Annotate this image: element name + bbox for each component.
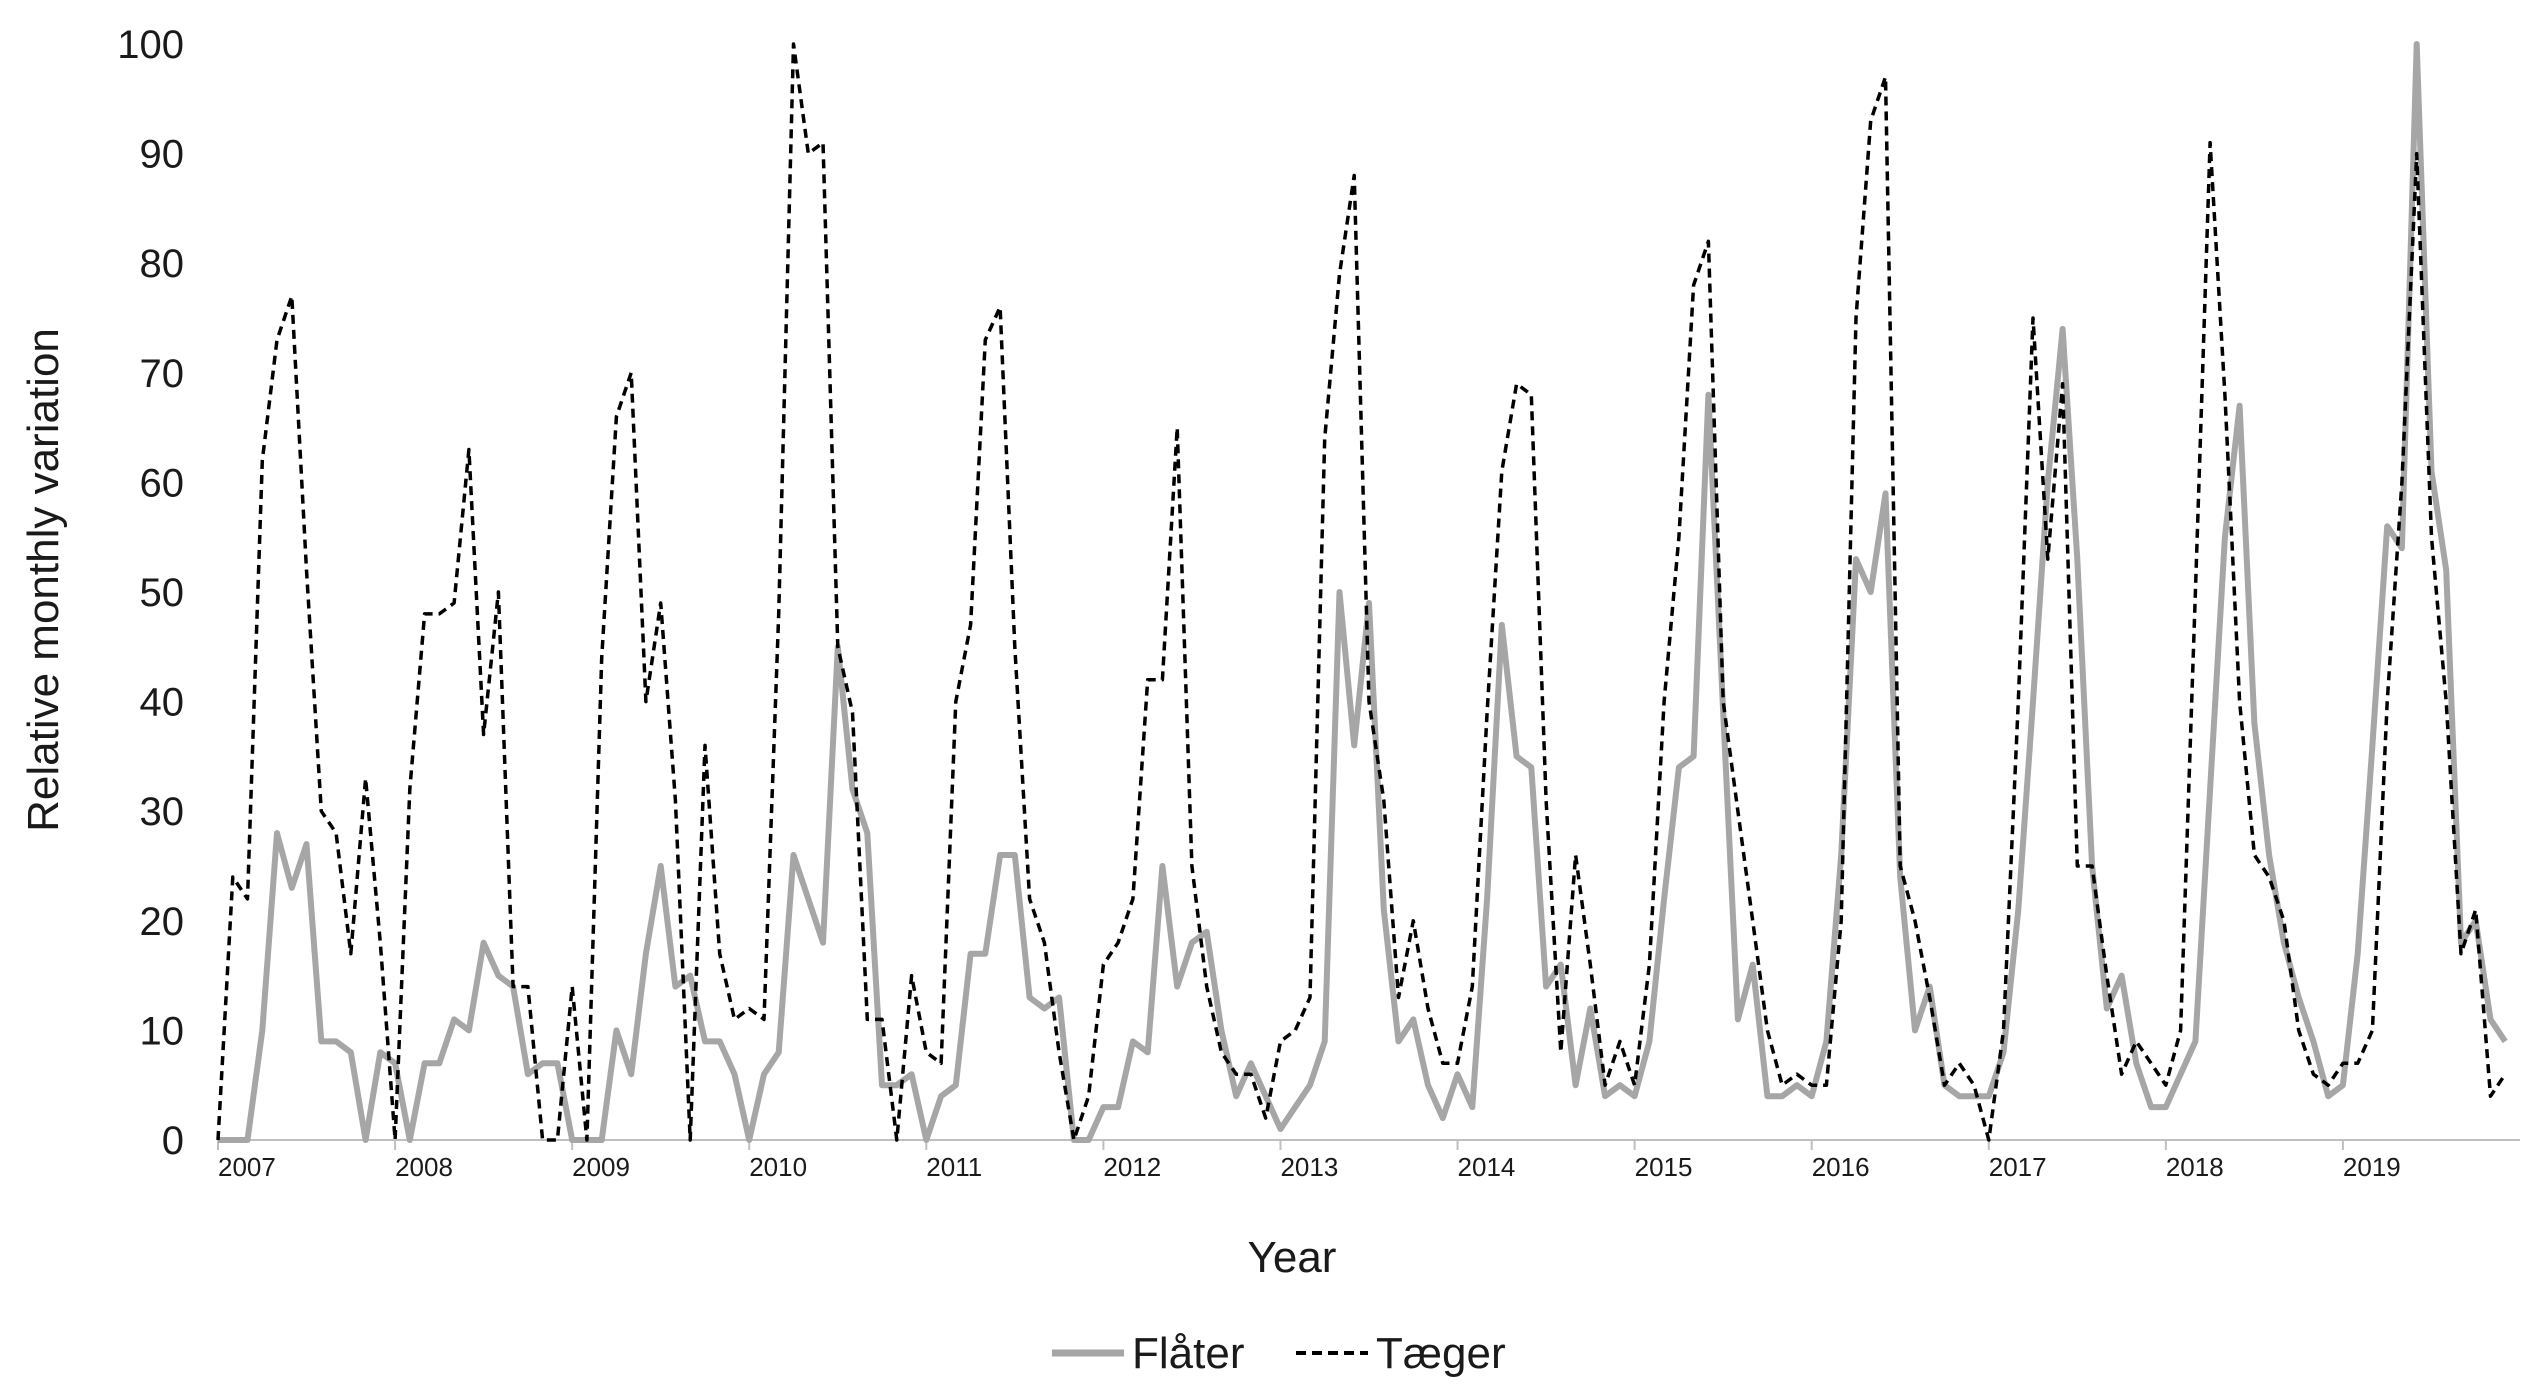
legend: Flåter Tæger [1052,1329,1506,1378]
x-tick-label: 2011 [926,1152,982,1182]
legend-label-flater: Flåter [1132,1329,1244,1378]
series-line-flater [218,41,2508,1143]
y-tick-label: 70 [140,352,185,396]
x-axis-ticks: 2007 2008 2009 2010 2011 2012 2013 2014 2015 2016… [217,1140,2401,1182]
y-tick-label: 100 [117,23,184,67]
x-tick-label: 2016 [1812,1152,1870,1182]
x-tick-label: 2013 [1280,1152,1338,1182]
x-tick-label: 2014 [1458,1152,1516,1182]
x-tick-label: 2008 [395,1152,453,1182]
x-tick-label: 2015 [1635,1152,1693,1182]
x-tick-label: 2012 [1103,1152,1161,1182]
y-axis-label: Relative monthly variation [19,328,68,832]
y-tick-label: 40 [140,681,185,725]
y-tick-label: 0 [162,1119,184,1163]
x-tick-label: 2017 [1989,1152,2047,1182]
y-tick-label: 90 [140,133,185,177]
series-layer [216,41,2508,1143]
x-tick-label: 2007 [218,1152,276,1182]
y-tick-label: 10 [140,1009,185,1053]
y-tick-label: 20 [140,900,185,944]
x-tick-label: 2018 [2166,1152,2224,1182]
y-tick-label: 80 [140,242,185,286]
y-axis-ticks: 0 10 20 30 40 50 60 70 80 90 100 [117,23,184,1163]
series-line-taeger [216,42,2507,1142]
x-tick-label: 2009 [572,1152,630,1182]
x-axis-label: Year [1248,1233,1337,1282]
y-tick-label: 50 [140,571,185,615]
x-tick-label: 2019 [2343,1152,2401,1182]
x-tick-label: 2010 [749,1152,807,1182]
y-tick-label: 60 [140,461,185,505]
y-tick-label: 30 [140,790,185,834]
legend-label-taeger: Tæger [1376,1329,1506,1378]
